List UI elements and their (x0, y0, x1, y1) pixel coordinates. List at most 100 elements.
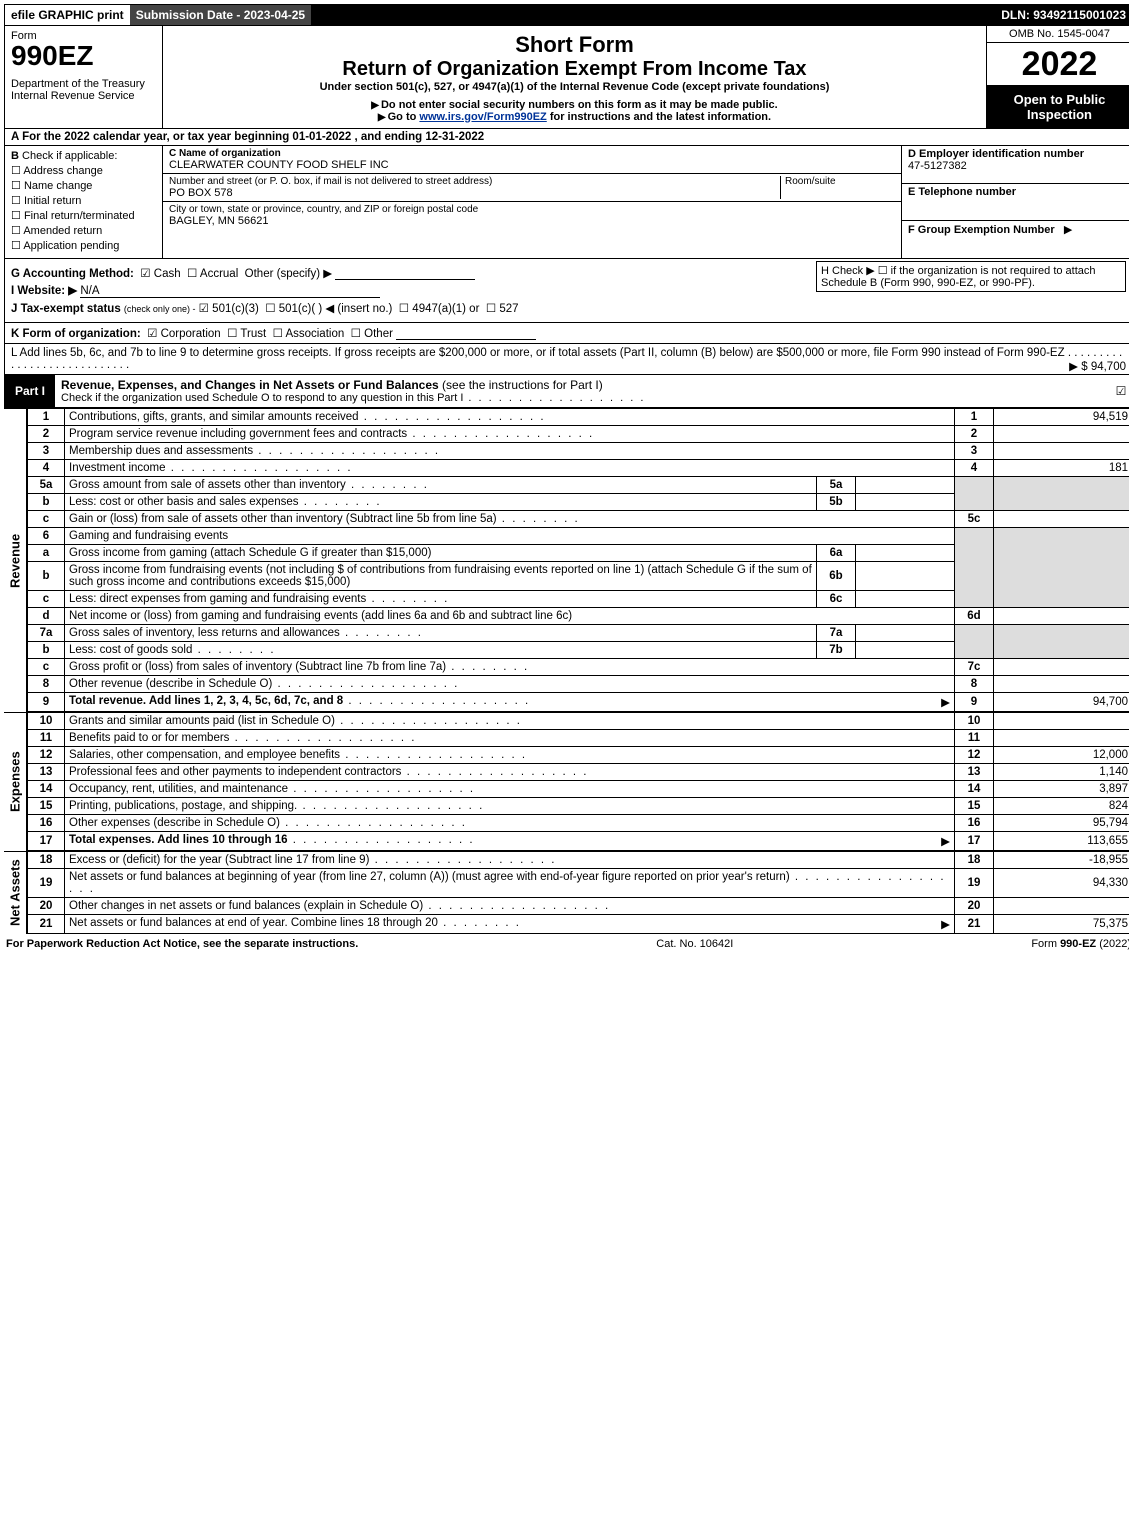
chk-501c[interactable]: ☐ (265, 303, 275, 315)
city-value: BAGLEY, MN 56621 (169, 215, 895, 227)
street-label: Number and street (or P. O. box, if mail… (169, 176, 780, 187)
chk-501c3[interactable]: ☑ (199, 303, 209, 315)
revenue-table: 1Contributions, gifts, grants, and simil… (27, 408, 1129, 712)
chk-trust[interactable]: ☐ (227, 328, 237, 340)
form-ref: Form 990-EZ (2022) (1031, 938, 1129, 950)
chk-other-org[interactable]: ☐ (351, 328, 361, 340)
ssn-warning: Do not enter social security numbers on … (371, 99, 777, 111)
revenue-vertical-label: Revenue (4, 408, 27, 712)
line-10: 10Grants and similar amounts paid (list … (28, 713, 1129, 730)
line-8: 8Other revenue (describe in Schedule O)8 (28, 676, 1129, 693)
gross-receipts-amount: $ 94,700 (1081, 361, 1126, 373)
telephone-cell: E Telephone number (902, 184, 1129, 222)
other-specify-input[interactable] (335, 267, 475, 280)
tax-year: 2022 (987, 43, 1129, 86)
city-row: City or town, state or province, country… (163, 202, 901, 229)
chk-association[interactable]: ☐ (273, 328, 283, 340)
dln-number: DLN: 93492115001023 (995, 5, 1129, 25)
line-2: 2Program service revenue including gover… (28, 426, 1129, 443)
line-h-schedule-b: H Check ▶ ☐ if the organization is not r… (816, 261, 1126, 292)
b-options-list: ☐ Address change ☐ Name change ☐ Initial… (11, 164, 156, 252)
subtitle: Under section 501(c), 527, or 4947(a)(1)… (320, 81, 830, 93)
line-4: 4Investment income4181 (28, 460, 1129, 477)
column-def: D Employer identification number 47-5127… (901, 146, 1129, 258)
b-check-if: Check if applicable: (22, 150, 117, 162)
line-7c: cGross profit or (loss) from sales of in… (28, 659, 1129, 676)
other-org-input[interactable] (396, 327, 536, 340)
header-right: OMB No. 1545-0047 2022 Open to Public In… (986, 26, 1129, 128)
short-form-title: Short Form (515, 32, 634, 58)
chk-name-change[interactable]: ☐ Name change (11, 179, 156, 192)
goto-line: Go to www.irs.gov/Form990EZ for instruct… (378, 111, 771, 123)
line-a-tax-year: A For the 2022 calendar year, or tax yea… (4, 129, 1129, 146)
part-i-tab: Part I (5, 375, 55, 407)
group-exemption-cell: F Group Exemption Number ▶ (902, 221, 1129, 258)
line-9: 9Total revenue. Add lines 1, 2, 3, 4, 5c… (28, 693, 1129, 712)
line-18: 18Excess or (deficit) for the year (Subt… (28, 852, 1129, 869)
chk-address-change[interactable]: ☐ Address change (11, 164, 156, 177)
b-label: B (11, 150, 19, 162)
net-assets-section: Net Assets 18Excess or (deficit) for the… (4, 851, 1129, 934)
net-assets-table: 18Excess or (deficit) for the year (Subt… (27, 851, 1129, 934)
chk-527[interactable]: ☐ (486, 303, 496, 315)
line-21: 21Net assets or fund balances at end of … (28, 915, 1129, 934)
part-i-title: Revenue, Expenses, and Changes in Net As… (55, 375, 1110, 407)
line-7a: 7aGross sales of inventory, less returns… (28, 625, 1129, 642)
line-l-gross-receipts: L Add lines 5b, 6c, and 7b to line 9 to … (4, 344, 1129, 375)
chk-initial-return[interactable]: ☐ Initial return (11, 194, 156, 207)
ein-cell: D Employer identification number 47-5127… (902, 146, 1129, 184)
chk-cash[interactable]: ☑ (140, 268, 150, 280)
column-b-checkboxes: B Check if applicable: ☐ Address change … (5, 146, 163, 258)
net-assets-vertical-label: Net Assets (4, 851, 27, 934)
header-left: Form 990EZ Department of the Treasury In… (5, 26, 163, 128)
room-label: Room/suite (785, 176, 895, 187)
chk-final-return[interactable]: ☐ Final return/terminated (11, 209, 156, 222)
irs-link[interactable]: www.irs.gov/Form990EZ (419, 111, 546, 123)
header-center: Short Form Return of Organization Exempt… (163, 26, 986, 128)
line-16: 16Other expenses (describe in Schedule O… (28, 815, 1129, 832)
expenses-section: Expenses 10Grants and similar amounts pa… (4, 712, 1129, 851)
line-5c: cGain or (loss) from sale of assets othe… (28, 511, 1129, 528)
section-entity-info: B Check if applicable: ☐ Address change … (4, 146, 1129, 259)
omb-number: OMB No. 1545-0047 (987, 26, 1129, 43)
form-number: 990EZ (11, 42, 156, 70)
line-17: 17Total expenses. Add lines 10 through 1… (28, 832, 1129, 851)
street-value: PO BOX 578 (169, 187, 780, 199)
org-name-value: CLEARWATER COUNTY FOOD SHELF INC (169, 159, 895, 171)
efile-print[interactable]: efile GRAPHIC print (5, 5, 130, 25)
revenue-section: Revenue 1Contributions, gifts, grants, a… (4, 408, 1129, 712)
ein-value: 47-5127382 (908, 160, 1126, 172)
line-k-form-of-org: K Form of organization: ☑ Corporation ☐ … (4, 323, 1129, 344)
open-public-inspection: Open to Public Inspection (987, 86, 1129, 128)
street-row: Number and street (or P. O. box, if mail… (163, 174, 901, 202)
chk-accrual[interactable]: ☐ (187, 268, 197, 280)
line-15: 15Printing, publications, postage, and s… (28, 798, 1129, 815)
chk-corporation[interactable]: ☑ (147, 328, 157, 340)
line-20: 20Other changes in net assets or fund ba… (28, 898, 1129, 915)
line-3: 3Membership dues and assessments3 (28, 443, 1129, 460)
part-i-header: Part I Revenue, Expenses, and Changes in… (4, 375, 1129, 408)
line-6: 6Gaming and fundraising events (28, 528, 1129, 545)
chk-4947[interactable]: ☐ (399, 303, 409, 315)
expenses-vertical-label: Expenses (4, 712, 27, 851)
top-bar: efile GRAPHIC print Submission Date - 20… (4, 4, 1129, 26)
line-11: 11Benefits paid to or for members11 (28, 730, 1129, 747)
org-name-row: C Name of organization CLEARWATER COUNTY… (163, 146, 901, 174)
line-14: 14Occupancy, rent, utilities, and mainte… (28, 781, 1129, 798)
line-19: 19Net assets or fund balances at beginni… (28, 869, 1129, 898)
website-value: N/A (80, 285, 380, 298)
column-c-org-info: C Name of organization CLEARWATER COUNTY… (163, 146, 901, 258)
chk-application-pending[interactable]: ☐ Application pending (11, 239, 156, 252)
section-ghij: H Check ▶ ☐ if the organization is not r… (4, 259, 1129, 323)
part-i-schedule-o-check[interactable]: ☑ (1110, 375, 1129, 407)
line-13: 13Professional fees and other payments t… (28, 764, 1129, 781)
expenses-table: 10Grants and similar amounts paid (list … (27, 712, 1129, 851)
submission-date: Submission Date - 2023-04-25 (130, 5, 311, 25)
main-title: Return of Organization Exempt From Incom… (342, 58, 806, 81)
line-1: 1Contributions, gifts, grants, and simil… (28, 409, 1129, 426)
catalog-number: Cat. No. 10642I (656, 938, 733, 950)
line-6d: dNet income or (loss) from gaming and fu… (28, 608, 1129, 625)
chk-amended-return[interactable]: ☐ Amended return (11, 224, 156, 237)
line-12: 12Salaries, other compensation, and empl… (28, 747, 1129, 764)
department: Department of the Treasury Internal Reve… (11, 78, 156, 102)
